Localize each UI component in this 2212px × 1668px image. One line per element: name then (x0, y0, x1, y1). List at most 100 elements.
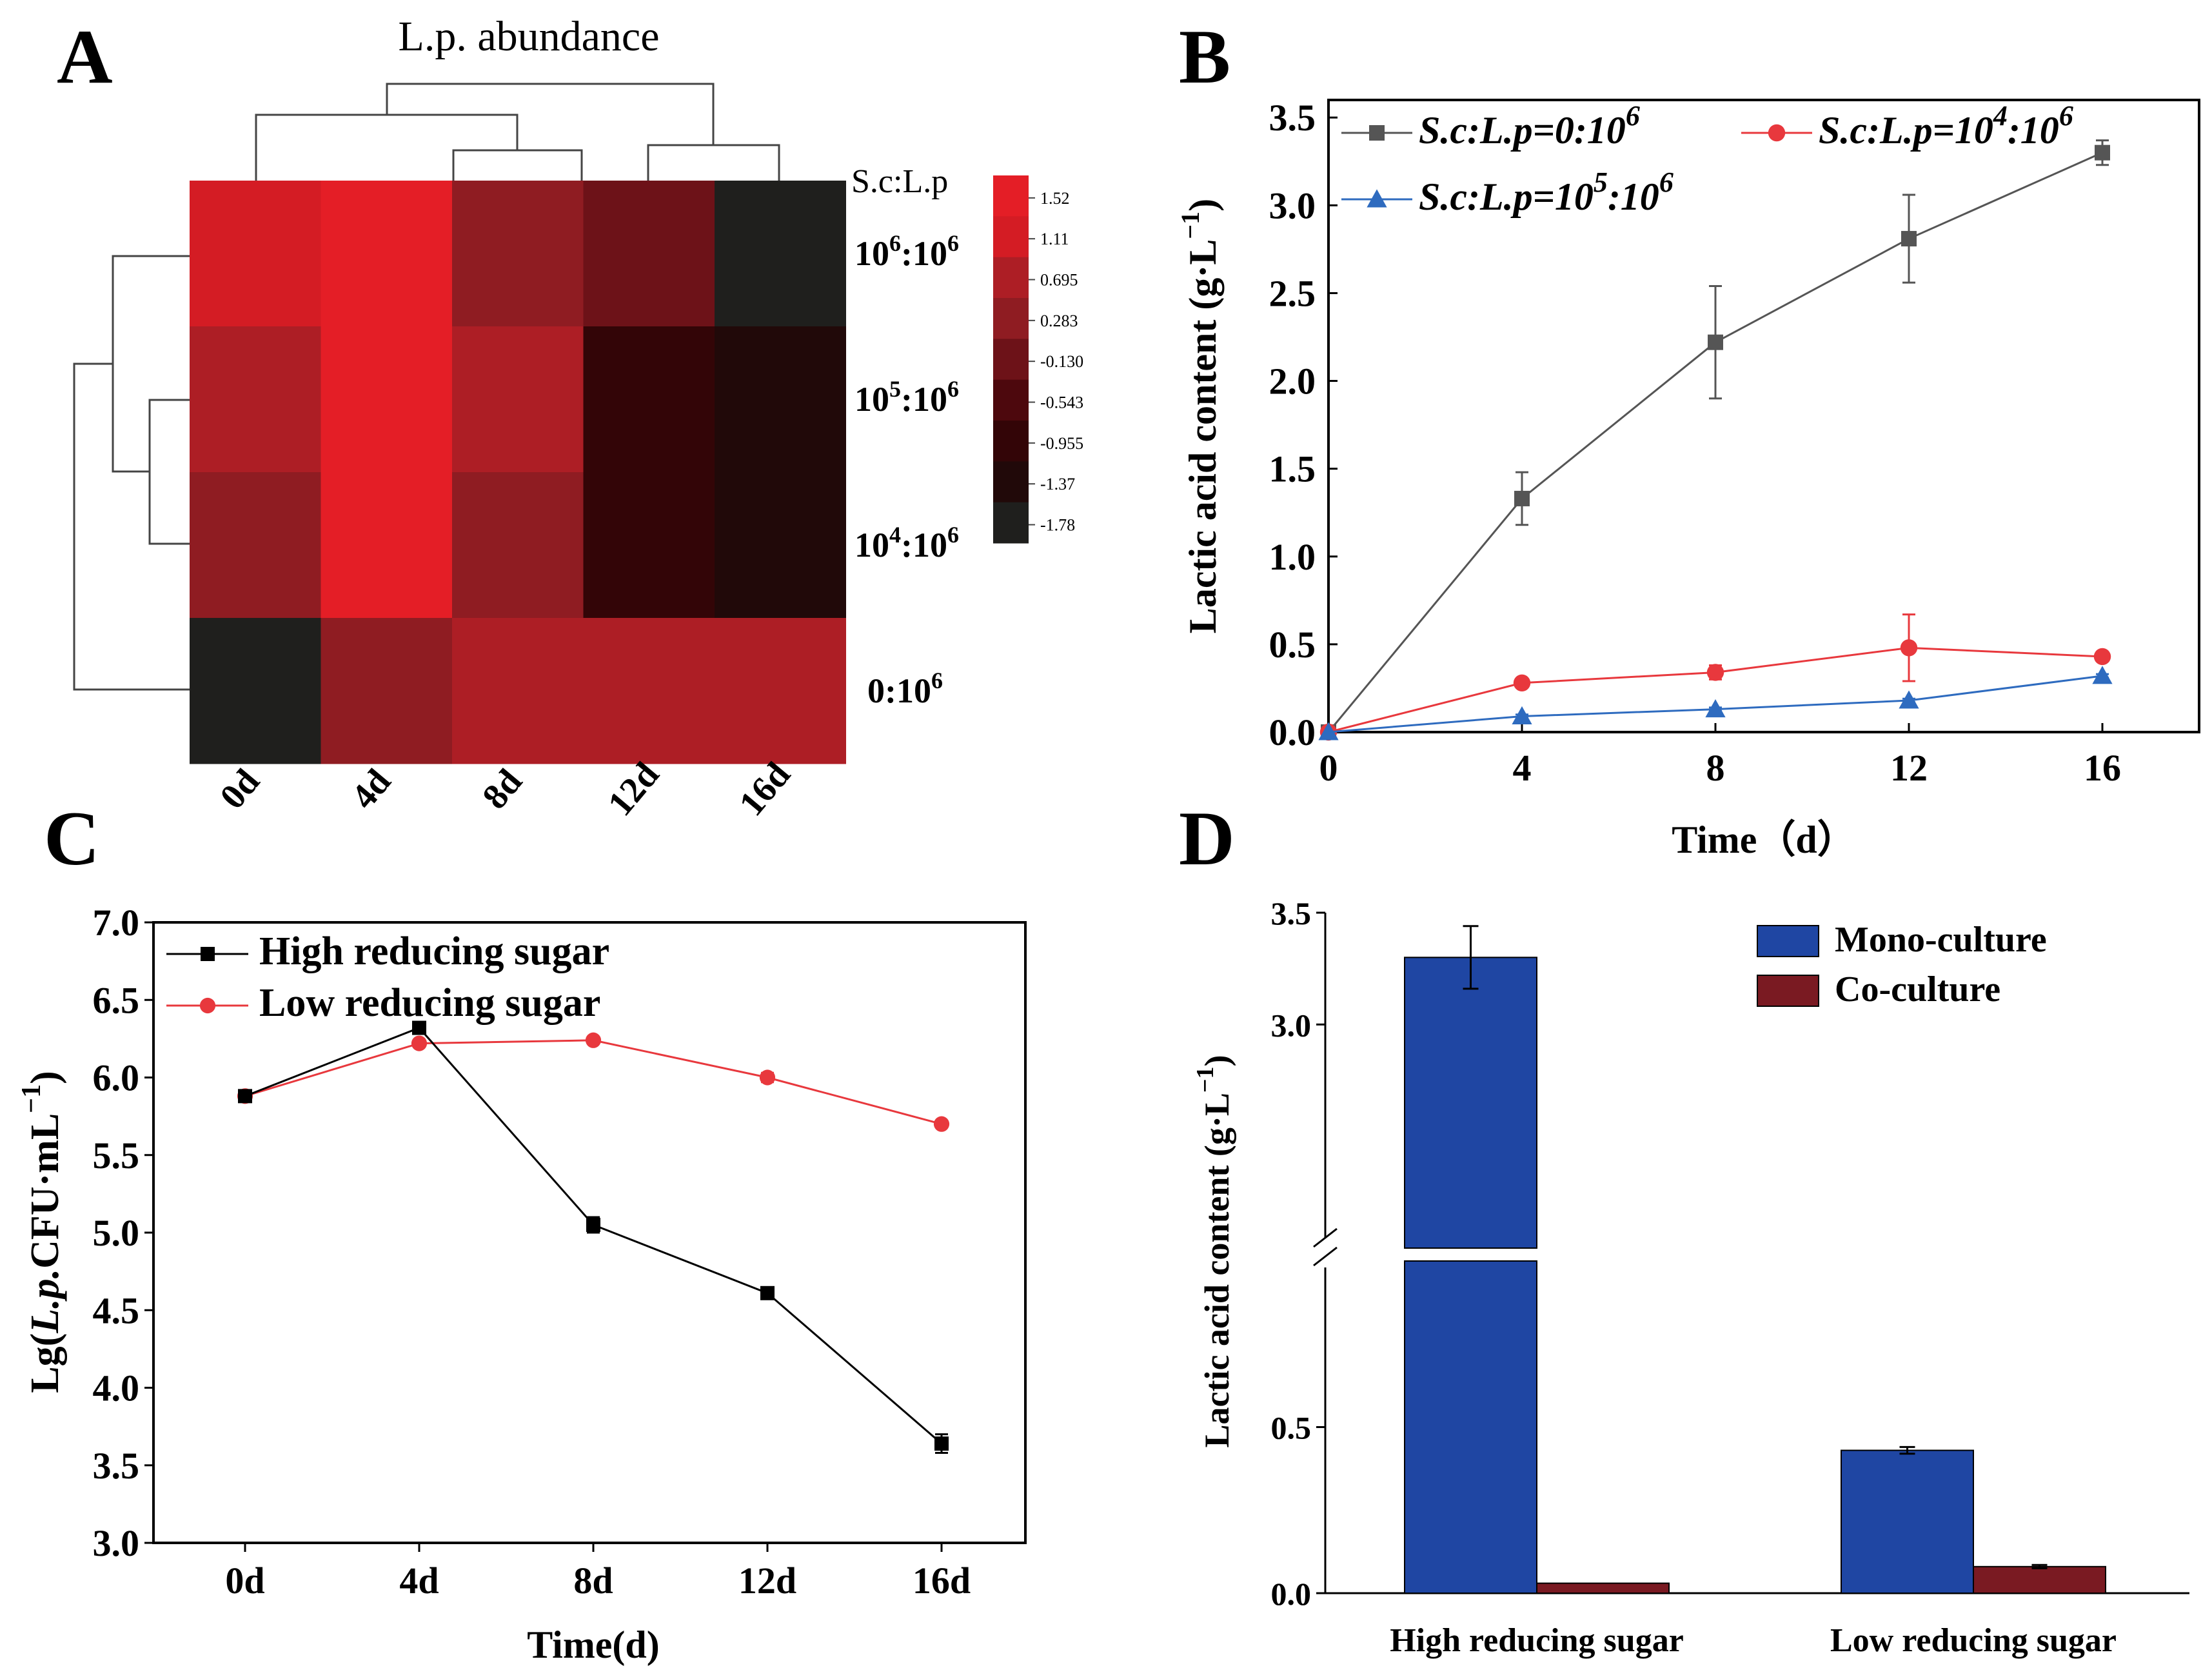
heatmap-cell (190, 618, 321, 764)
heatmap-cell (715, 181, 846, 327)
legend-label: S.c:L.p=104:106 (1819, 100, 2073, 152)
legend-label: S.c:L.p=105:106 (1419, 166, 1674, 218)
y-tick-label: 5.5 (93, 1135, 140, 1177)
row-dendrogram (73, 255, 190, 691)
legend-label: S.c:L.p=0:106 (1419, 100, 1640, 152)
data-point (586, 1217, 600, 1232)
legend-label: High reducing sugar (259, 929, 609, 973)
legend-exp: 6 (1659, 166, 1674, 198)
data-point (760, 1286, 775, 1300)
y-tick-label: 3.0 (1269, 184, 1316, 226)
row-label-base: 10 (854, 380, 889, 419)
heatmap-cell (452, 618, 584, 764)
y-tick-label: 0.0 (1271, 1576, 1312, 1612)
data-point (1900, 639, 1918, 657)
data-point (2092, 666, 2113, 684)
legend-label: Low reducing sugar (259, 981, 600, 1025)
legend-exp: 4 (1993, 100, 2008, 132)
panel-label-d: D (1179, 795, 1235, 881)
data-point (411, 1035, 428, 1051)
y-tick-label: 0.5 (1269, 624, 1316, 666)
data-point (1705, 699, 1726, 718)
x-tick-label: 8 (1706, 747, 1725, 789)
x-tick-label: 8d (573, 1560, 613, 1602)
y-tick-label: 3.5 (93, 1445, 140, 1487)
y-tick-label: 3.0 (1271, 1007, 1312, 1043)
row-label-mid: :10 (901, 234, 947, 273)
series-line (244, 1039, 942, 1126)
y-axis-label-text: CFU·mL (23, 1113, 67, 1269)
y-tick-label: 2.5 (1269, 272, 1316, 314)
y-tick-label: 6.5 (93, 979, 140, 1021)
data-point (1512, 706, 1532, 724)
colorbar-segment (993, 339, 1029, 381)
x-tick-label: 4 (1513, 747, 1532, 789)
heatmap-cell (452, 326, 584, 473)
row-label-base: 10 (854, 234, 889, 273)
axis-break-mark (1313, 1246, 1338, 1267)
line-chart-b: 0.0 0.5 1.0 1.5 2.0 2.5 3.0 3.5 0 4 8 12 16 Time（d） La… (1176, 97, 2200, 861)
colorbar-tick-label: 1.52 (1040, 189, 1070, 208)
y-axis-label-italic: L.p. (23, 1269, 67, 1334)
heatmap-cell (321, 472, 453, 619)
row-label-base: 0 (867, 671, 885, 710)
y-axis-label-exp: −1 (1176, 212, 1205, 239)
data-point (1513, 674, 1531, 691)
y-tick-label: 4.5 (93, 1289, 140, 1331)
heatmap-cell (321, 181, 453, 327)
legend-exp: 6 (1626, 100, 1640, 132)
colorbar-tick-label: 0.695 (1040, 271, 1078, 290)
colorbar: 1.52 1.11 0.695 0.283 -0.130 -0.543 -0.955 -1.3… (993, 175, 1083, 544)
x-tick-label: Low reducing sugar (1830, 1622, 2117, 1659)
x-tick-label: 4d (399, 1560, 439, 1602)
legend-swatch (1757, 975, 1819, 1007)
column-label: 16d (731, 755, 798, 824)
heatmap-cell (321, 326, 453, 473)
heatmap-cell (583, 181, 715, 327)
column-label: 8d (475, 762, 530, 817)
y-axis-label: Lactic acid content (g·L−1) (1192, 1055, 1236, 1447)
y-tick-label: 3.0 (93, 1522, 140, 1564)
colorbar-segment (993, 421, 1029, 462)
legend-text: :10 (2008, 109, 2059, 152)
y-axis-label: Lg(L.p.CFU·mL−1) (17, 1071, 67, 1393)
heatmap-cell (190, 181, 321, 327)
colorbar-tick-label: 0.283 (1040, 312, 1078, 330)
row-label: 104:106 (854, 522, 959, 564)
data-point (759, 1069, 776, 1086)
data-point (2093, 648, 2111, 666)
data-point (1901, 231, 1917, 247)
bar-upper (1404, 957, 1537, 1249)
x-axis-label: Time(d) (527, 1623, 660, 1666)
plot-frame (1327, 99, 2200, 733)
bar (1536, 1582, 1670, 1594)
colorbar-tick-label: -0.955 (1040, 434, 1083, 453)
axis-break-mark (1313, 1227, 1338, 1248)
heatmap-cell (321, 618, 453, 764)
column-dendrogram (255, 83, 780, 181)
legend-text: S.c:L.p=0:10 (1419, 109, 1626, 152)
y-axis-label-text: ) (1181, 199, 1224, 212)
x-tick-label: 12 (1890, 747, 1928, 789)
y-tick-label: 4.0 (93, 1367, 140, 1409)
x-tick-label: 16 (2084, 747, 2121, 789)
x-tick-label: High reducing sugar (1390, 1622, 1684, 1659)
legend-label: Co-culture (1835, 969, 2000, 1009)
x-axis-label: Time（d） (1672, 818, 1856, 861)
colorbar-tick-label: -0.543 (1040, 393, 1083, 412)
legend-exp: 6 (2059, 100, 2073, 132)
legend-exp: 5 (1594, 166, 1608, 198)
row-label: 105:106 (854, 376, 959, 419)
y-axis-label-text: Lactic acid content (g·L (1198, 1093, 1236, 1447)
heatmap-panel: L.p. abundance S.c:L.p 106:106105:106104… (73, 13, 1083, 824)
heatmap-cell (452, 472, 584, 619)
row-label-mid: :10 (885, 671, 931, 710)
legend-marker (1367, 189, 1387, 208)
y-axis-label-text: Lg( (23, 1333, 67, 1393)
x-tick-label: 0 (1319, 747, 1338, 789)
colorbar-tick-label: 1.11 (1040, 230, 1069, 248)
bar (1841, 1449, 1974, 1594)
legend-text: S.c:L.p=10 (1819, 109, 1993, 152)
x-tick-label: 16d (913, 1560, 971, 1602)
panel-label-a: A (57, 14, 113, 99)
